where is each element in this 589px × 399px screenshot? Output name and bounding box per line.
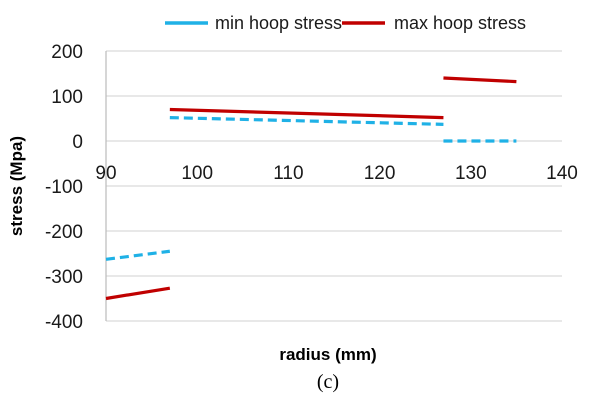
series-layer [105, 76, 517, 301]
y-tick-label-5: -300 [45, 267, 83, 288]
figure-caption: (c) [317, 371, 339, 393]
x-tick-label-5: 140 [546, 163, 578, 184]
x-tick-label-2: 110 [273, 163, 303, 184]
x-tick-label-4: 130 [455, 163, 487, 184]
x-axis-title: radius (mm) [279, 345, 376, 364]
y-tick-label-4: -200 [45, 222, 83, 243]
legend-label-0: min hoop stress [215, 13, 342, 33]
x-tick-label-0: 90 [95, 163, 116, 184]
x-tick-labels: 90 100 110 120 130 140 [95, 163, 577, 184]
y-tick-label-1: 100 [51, 87, 83, 108]
series-0-segment-1 [169, 116, 444, 126]
legend-label-1: max hoop stress [394, 13, 526, 33]
y-tick-labels: 200 100 0 -100 -200 -300 -400 [45, 42, 83, 333]
series-1-segment-2 [443, 76, 517, 84]
y-axis-title: stress (Mpa) [7, 136, 26, 236]
y-tick-label-6: -400 [45, 312, 83, 333]
x-tick-label-3: 120 [364, 163, 396, 184]
series-0-segment-0 [105, 249, 171, 261]
y-tick-label-0: 200 [51, 42, 83, 63]
x-tick-label-1: 100 [181, 163, 213, 184]
legend: min hoop stress max hoop stress [165, 13, 526, 33]
gridlines [105, 50, 562, 322]
series-1-segment-0 [105, 286, 171, 301]
series-1-segment-1 [169, 107, 444, 120]
y-tick-label-2: 0 [72, 132, 83, 153]
y-tick-label-3: -100 [45, 177, 83, 198]
